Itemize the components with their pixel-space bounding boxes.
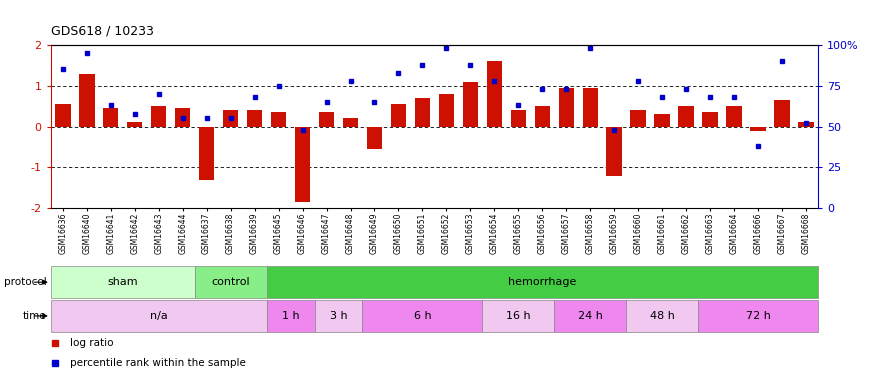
Text: 72 h: 72 h: [746, 311, 771, 321]
Bar: [438, 94, 454, 127]
Bar: [703, 112, 718, 127]
Bar: [726, 106, 742, 127]
Text: protocol: protocol: [4, 277, 46, 287]
Text: GDS618 / 10233: GDS618 / 10233: [51, 24, 154, 38]
Text: time: time: [23, 311, 46, 321]
Bar: [55, 104, 71, 127]
Bar: [150, 106, 166, 127]
Text: log ratio: log ratio: [70, 338, 114, 348]
Bar: [583, 88, 598, 127]
Bar: [103, 108, 118, 127]
Bar: [318, 112, 334, 127]
Bar: [175, 108, 191, 127]
Bar: [798, 122, 814, 127]
Bar: [555, 300, 626, 332]
Bar: [267, 266, 818, 298]
Bar: [654, 114, 670, 127]
Bar: [199, 127, 214, 180]
Bar: [535, 106, 550, 127]
Bar: [415, 98, 430, 127]
Bar: [463, 82, 479, 127]
Text: 16 h: 16 h: [506, 311, 530, 321]
Bar: [698, 300, 818, 332]
Bar: [270, 112, 286, 127]
Text: percentile rank within the sample: percentile rank within the sample: [70, 358, 246, 368]
Bar: [267, 300, 314, 332]
Bar: [367, 127, 382, 149]
Bar: [127, 122, 143, 127]
Bar: [343, 118, 358, 127]
Bar: [362, 300, 482, 332]
Bar: [511, 110, 526, 127]
Bar: [482, 300, 555, 332]
Bar: [774, 100, 790, 127]
Bar: [487, 61, 502, 127]
Bar: [223, 110, 238, 127]
Text: sham: sham: [108, 277, 138, 287]
Bar: [194, 266, 267, 298]
Text: control: control: [211, 277, 250, 287]
Bar: [751, 127, 766, 132]
Bar: [79, 74, 94, 127]
Bar: [51, 266, 194, 298]
Bar: [247, 110, 262, 127]
Text: 6 h: 6 h: [414, 311, 431, 321]
Text: n/a: n/a: [150, 311, 167, 321]
Text: 48 h: 48 h: [650, 311, 675, 321]
Text: 24 h: 24 h: [578, 311, 603, 321]
Bar: [314, 300, 362, 332]
Bar: [295, 127, 311, 202]
Bar: [606, 127, 622, 176]
Bar: [678, 106, 694, 127]
Bar: [631, 110, 646, 127]
Bar: [558, 88, 574, 127]
Text: hemorrhage: hemorrhage: [508, 277, 577, 287]
Text: 3 h: 3 h: [330, 311, 347, 321]
Bar: [390, 104, 406, 127]
Text: 1 h: 1 h: [282, 311, 299, 321]
Bar: [626, 300, 698, 332]
Bar: [51, 300, 267, 332]
